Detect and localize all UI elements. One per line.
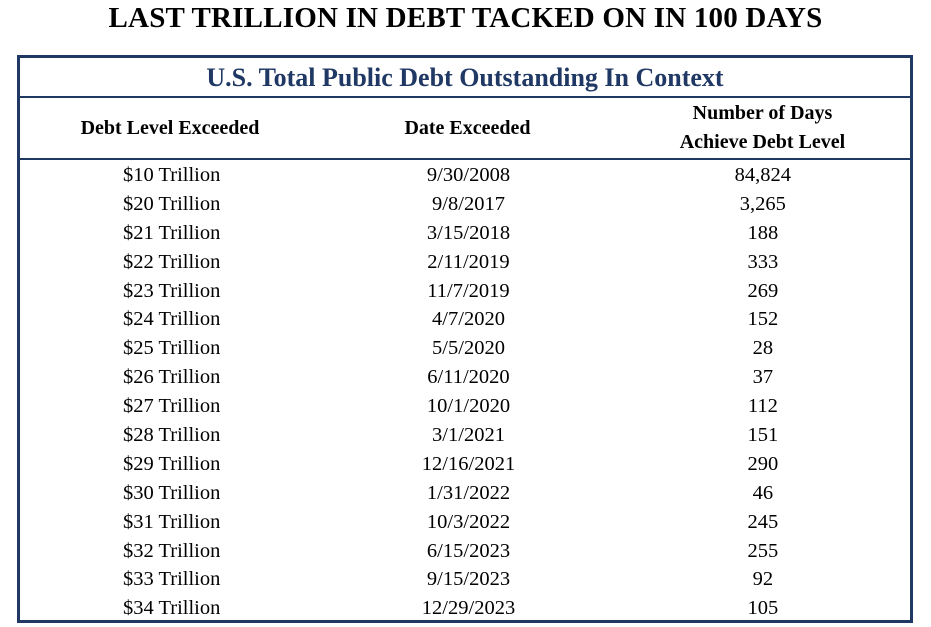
table-row: $31 Trillion 10/3/2022 245 bbox=[20, 508, 910, 537]
days-cell: 255 bbox=[747, 539, 779, 562]
debt-level-cell: $21 Trillion bbox=[122, 221, 221, 244]
table-row: $27 Trillion 10/1/2020 112 bbox=[20, 392, 910, 421]
date-cell: 4/7/2020 bbox=[432, 308, 505, 331]
days-cell: 151 bbox=[747, 424, 779, 447]
table-header: Debt Level Exceeded Date Exceeded Number… bbox=[20, 98, 910, 160]
debt-level-cell: $20 Trillion bbox=[122, 192, 221, 215]
days-cell: 105 bbox=[747, 597, 779, 620]
debt-level-cell: $25 Trillion bbox=[122, 337, 221, 360]
date-cell: 3/1/2021 bbox=[432, 424, 505, 447]
debt-level-cell: $31 Trillion bbox=[122, 510, 221, 533]
page-title: LAST TRILLION IN DEBT TACKED ON IN 100 D… bbox=[108, 2, 823, 34]
days-cell: 290 bbox=[747, 452, 779, 475]
days-cell: 92 bbox=[752, 568, 774, 591]
table-row: $25 Trillion 5/5/2020 28 bbox=[20, 334, 910, 363]
days-cell: 188 bbox=[747, 221, 779, 244]
debt-level-cell: $33 Trillion bbox=[122, 568, 221, 591]
days-cell: 28 bbox=[752, 337, 774, 360]
debt-level-cell: $23 Trillion bbox=[122, 279, 221, 302]
days-cell: 46 bbox=[752, 481, 774, 504]
debt-level-cell: $34 Trillion bbox=[122, 597, 221, 620]
header-days-line1: Number of Days bbox=[692, 102, 833, 124]
days-cell: 245 bbox=[747, 510, 779, 533]
date-cell: 1/31/2022 bbox=[426, 481, 511, 504]
debt-level-cell: $22 Trillion bbox=[122, 250, 221, 273]
table-row: $34 Trillion 12/29/2023 105 bbox=[20, 594, 910, 623]
debt-level-cell: $10 Trillion bbox=[122, 164, 221, 186]
table-row: $32 Trillion 6/15/2023 255 bbox=[20, 537, 910, 566]
date-cell: 12/29/2023 bbox=[421, 597, 516, 620]
header-days: Number of Days Achieve Debt Level bbox=[615, 99, 910, 157]
table-row: $30 Trillion 1/31/2022 46 bbox=[20, 479, 910, 508]
header-days-line2: Achieve Debt Level bbox=[679, 131, 846, 153]
days-cell: 112 bbox=[747, 395, 778, 418]
header-debt-level: Debt Level Exceeded bbox=[80, 116, 260, 139]
header-date: Date Exceeded bbox=[404, 116, 531, 139]
table-row: $22 Trillion 2/11/2019 333 bbox=[20, 248, 910, 277]
table-body: $10 Trillion 9/30/2008 84,824 $20 Trillion 9… bbox=[20, 160, 910, 623]
table-row: $23 Trillion 11/7/2019 269 bbox=[20, 277, 910, 306]
date-cell: 11/7/2019 bbox=[427, 279, 510, 302]
date-cell: 6/15/2023 bbox=[426, 539, 511, 562]
debt-level-cell: $30 Trillion bbox=[122, 481, 221, 504]
table-row: $24 Trillion 4/7/2020 152 bbox=[20, 305, 910, 334]
days-cell: 333 bbox=[747, 250, 779, 273]
date-cell: 9/8/2017 bbox=[432, 192, 505, 215]
date-cell: 9/30/2008 bbox=[426, 164, 511, 186]
table-row: $33 Trillion 9/15/2023 92 bbox=[20, 565, 910, 594]
debt-level-cell: $32 Trillion bbox=[122, 539, 221, 562]
debt-level-cell: $26 Trillion bbox=[122, 366, 221, 389]
debt-level-cell: $29 Trillion bbox=[122, 452, 221, 475]
date-cell: 12/16/2021 bbox=[421, 452, 516, 475]
days-cell: 152 bbox=[747, 308, 779, 331]
days-cell: 269 bbox=[747, 279, 779, 302]
days-cell: 3,265 bbox=[739, 192, 786, 215]
table-subtitle: U.S. Total Public Debt Outstanding In Co… bbox=[20, 58, 910, 98]
date-cell: 6/11/2020 bbox=[427, 366, 510, 389]
table-row: $10 Trillion 9/30/2008 84,824 bbox=[20, 161, 910, 190]
days-cell: 37 bbox=[752, 366, 774, 389]
debt-level-cell: $27 Trillion bbox=[122, 395, 221, 418]
debt-table: U.S. Total Public Debt Outstanding In Co… bbox=[17, 55, 913, 623]
days-cell: 84,824 bbox=[734, 164, 792, 186]
date-cell: 10/1/2020 bbox=[426, 395, 511, 418]
table-row: $28 Trillion 3/1/2021 151 bbox=[20, 421, 910, 450]
debt-level-cell: $24 Trillion bbox=[122, 308, 221, 331]
date-cell: 10/3/2022 bbox=[426, 510, 511, 533]
date-cell: 9/15/2023 bbox=[426, 568, 511, 591]
date-cell: 2/11/2019 bbox=[427, 250, 510, 273]
date-cell: 5/5/2020 bbox=[432, 337, 505, 360]
table-row: $21 Trillion 3/15/2018 188 bbox=[20, 219, 910, 248]
table-row: $26 Trillion 6/11/2020 37 bbox=[20, 363, 910, 392]
date-cell: 3/15/2018 bbox=[426, 221, 511, 244]
table-row: $20 Trillion 9/8/2017 3,265 bbox=[20, 190, 910, 219]
debt-level-cell: $28 Trillion bbox=[122, 424, 221, 447]
table-row: $29 Trillion 12/16/2021 290 bbox=[20, 450, 910, 479]
